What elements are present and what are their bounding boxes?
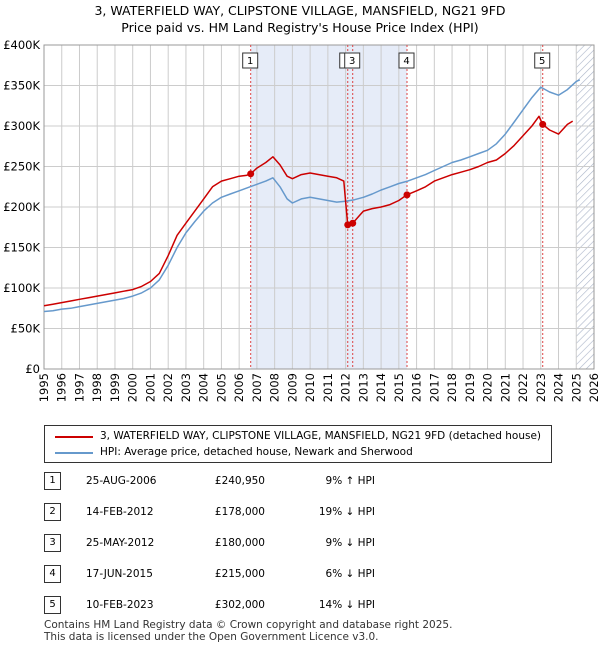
sale-date: 14-FEB-2012: [86, 506, 154, 518]
sale-marker-box: [398, 52, 415, 69]
footer-attribution: Contains HM Land Registry data © Crown c…: [44, 619, 452, 643]
sale-row: 5 10-FEB-2023 £302,000 14% ↓ HPI: [0, 594, 600, 616]
x-tick-label: 2016: [410, 373, 424, 402]
legend-swatch-property: [55, 436, 93, 438]
sale-number: 4: [44, 565, 61, 583]
sale-date: 10-FEB-2023: [86, 599, 154, 611]
x-tick-label: 2017: [427, 373, 441, 402]
sale-row: 2 14-FEB-2012 £178,000 19% ↓ HPI: [0, 501, 600, 523]
x-tick-label: 2019: [463, 373, 477, 402]
footer-line-1: Contains HM Land Registry data © Crown c…: [44, 619, 453, 631]
legend-swatch-hpi: [55, 452, 93, 454]
title-line-2: Price paid vs. HM Land Registry's House …: [121, 20, 479, 35]
sale-point: [349, 219, 357, 227]
sale-point: [403, 191, 411, 199]
sale-row: 1 25-AUG-2006 £240,950 9% ↑ HPI: [0, 470, 600, 492]
x-tick-label: 2011: [321, 373, 335, 402]
x-tick-label: 2000: [126, 373, 140, 402]
x-tick-label: 2026: [587, 373, 600, 402]
x-tick-label: 2008: [268, 373, 282, 402]
sale-number: 1: [44, 472, 61, 490]
legend-label-hpi: HPI: Average price, detached house, Newa…: [100, 446, 413, 458]
sale-marker-label: 5: [539, 56, 545, 67]
y-tick-label: £100K: [3, 281, 40, 295]
x-tick-label: 2023: [534, 373, 548, 402]
x-tick-label: 2009: [285, 373, 299, 402]
sale-marker-box: [242, 52, 259, 69]
sale-marker-label: 1: [247, 56, 253, 67]
x-tick-label: 1999: [108, 373, 122, 402]
x-tick-label: 2001: [143, 373, 157, 402]
x-tick-label: 2022: [516, 373, 530, 402]
sale-hpi-diff: 6% ↓ HPI: [325, 568, 375, 580]
legend: 3, WATERFIELD WAY, CLIPSTONE VILLAGE, MA…: [44, 425, 552, 463]
x-tick-label: 2014: [374, 373, 388, 402]
x-tick-label: 1998: [90, 373, 104, 402]
x-tick-label: 2013: [356, 373, 370, 402]
x-tick-label: 2003: [179, 373, 193, 402]
y-tick-label: £200K: [3, 200, 40, 214]
x-tick-label: 1996: [55, 373, 69, 402]
x-tick-label: 1995: [37, 373, 51, 402]
x-tick-label: 2024: [552, 373, 566, 402]
sale-date: 17-JUN-2015: [86, 568, 153, 580]
title-line-1: 3, WATERFIELD WAY, CLIPSTONE VILLAGE, MA…: [94, 3, 506, 18]
y-tick-label: £150K: [3, 241, 40, 255]
sale-marker-label: 4: [403, 56, 409, 67]
sale-hpi-diff: 14% ↓ HPI: [318, 599, 375, 611]
sale-hpi-diff: 9% ↑ HPI: [325, 475, 375, 487]
x-tick-label: 1997: [72, 373, 86, 402]
y-tick-label: £300K: [3, 119, 40, 133]
x-tick-label: 2002: [161, 373, 175, 402]
x-tick-label: 2012: [339, 373, 353, 402]
x-tick-label: 2015: [392, 373, 406, 402]
sale-number: 5: [44, 596, 61, 614]
x-tick-label: 2025: [569, 373, 583, 402]
x-tick-label: 2021: [498, 373, 512, 402]
x-tick-label: 2018: [445, 373, 459, 402]
x-tick-label: 2010: [303, 373, 317, 402]
sale-marker-label: 3: [349, 56, 355, 67]
price-chart: £0 £50K £100K £150K £200K £250K £300K £350K £400…: [3, 38, 600, 402]
sale-marker-box: [534, 52, 551, 69]
sale-hpi-diff: 19% ↓ HPI: [318, 506, 375, 518]
sale-price: £302,000: [214, 599, 265, 611]
x-tick-label: 2020: [481, 373, 495, 402]
sale-hpi-diff: 9% ↓ HPI: [325, 537, 375, 549]
sale-price: £178,000: [214, 506, 265, 518]
x-tick-label: 2005: [214, 373, 228, 402]
property-price-line: [43, 115, 574, 307]
y-tick-label: £0: [25, 362, 40, 376]
y-tick-label: £250K: [3, 160, 40, 174]
x-tick-label: 2007: [250, 373, 264, 402]
sale-price: £215,000: [214, 568, 265, 580]
sale-point: [539, 120, 547, 128]
y-tick-label: £350K: [3, 79, 40, 93]
sale-date: 25-MAY-2012: [86, 537, 155, 549]
sale-row: 4 17-JUN-2015 £215,000 6% ↓ HPI: [0, 563, 600, 585]
sale-price: £240,950: [214, 475, 265, 487]
sale-number: 2: [44, 503, 61, 521]
sale-price: £180,000: [214, 537, 265, 549]
sale-marker-box: [344, 52, 361, 69]
plot-border: [43, 44, 595, 370]
hpi-line: [43, 79, 581, 313]
sale-row: 3 25-MAY-2012 £180,000 9% ↓ HPI: [0, 532, 600, 554]
chart-title: 3, WATERFIELD WAY, CLIPSTONE VILLAGE, MA…: [0, 2, 600, 36]
y-tick-label: £50K: [11, 322, 41, 336]
footer-line-2: This data is licensed under the Open Gov…: [44, 631, 379, 643]
x-tick-label: 2004: [197, 373, 211, 402]
sale-number: 3: [44, 534, 61, 552]
sale-date: 25-AUG-2006: [86, 475, 157, 487]
sale-point: [247, 170, 255, 178]
y-tick-label: £400K: [3, 38, 40, 52]
x-tick-label: 2006: [232, 373, 246, 402]
legend-label-property: 3, WATERFIELD WAY, CLIPSTONE VILLAGE, MA…: [100, 430, 542, 442]
